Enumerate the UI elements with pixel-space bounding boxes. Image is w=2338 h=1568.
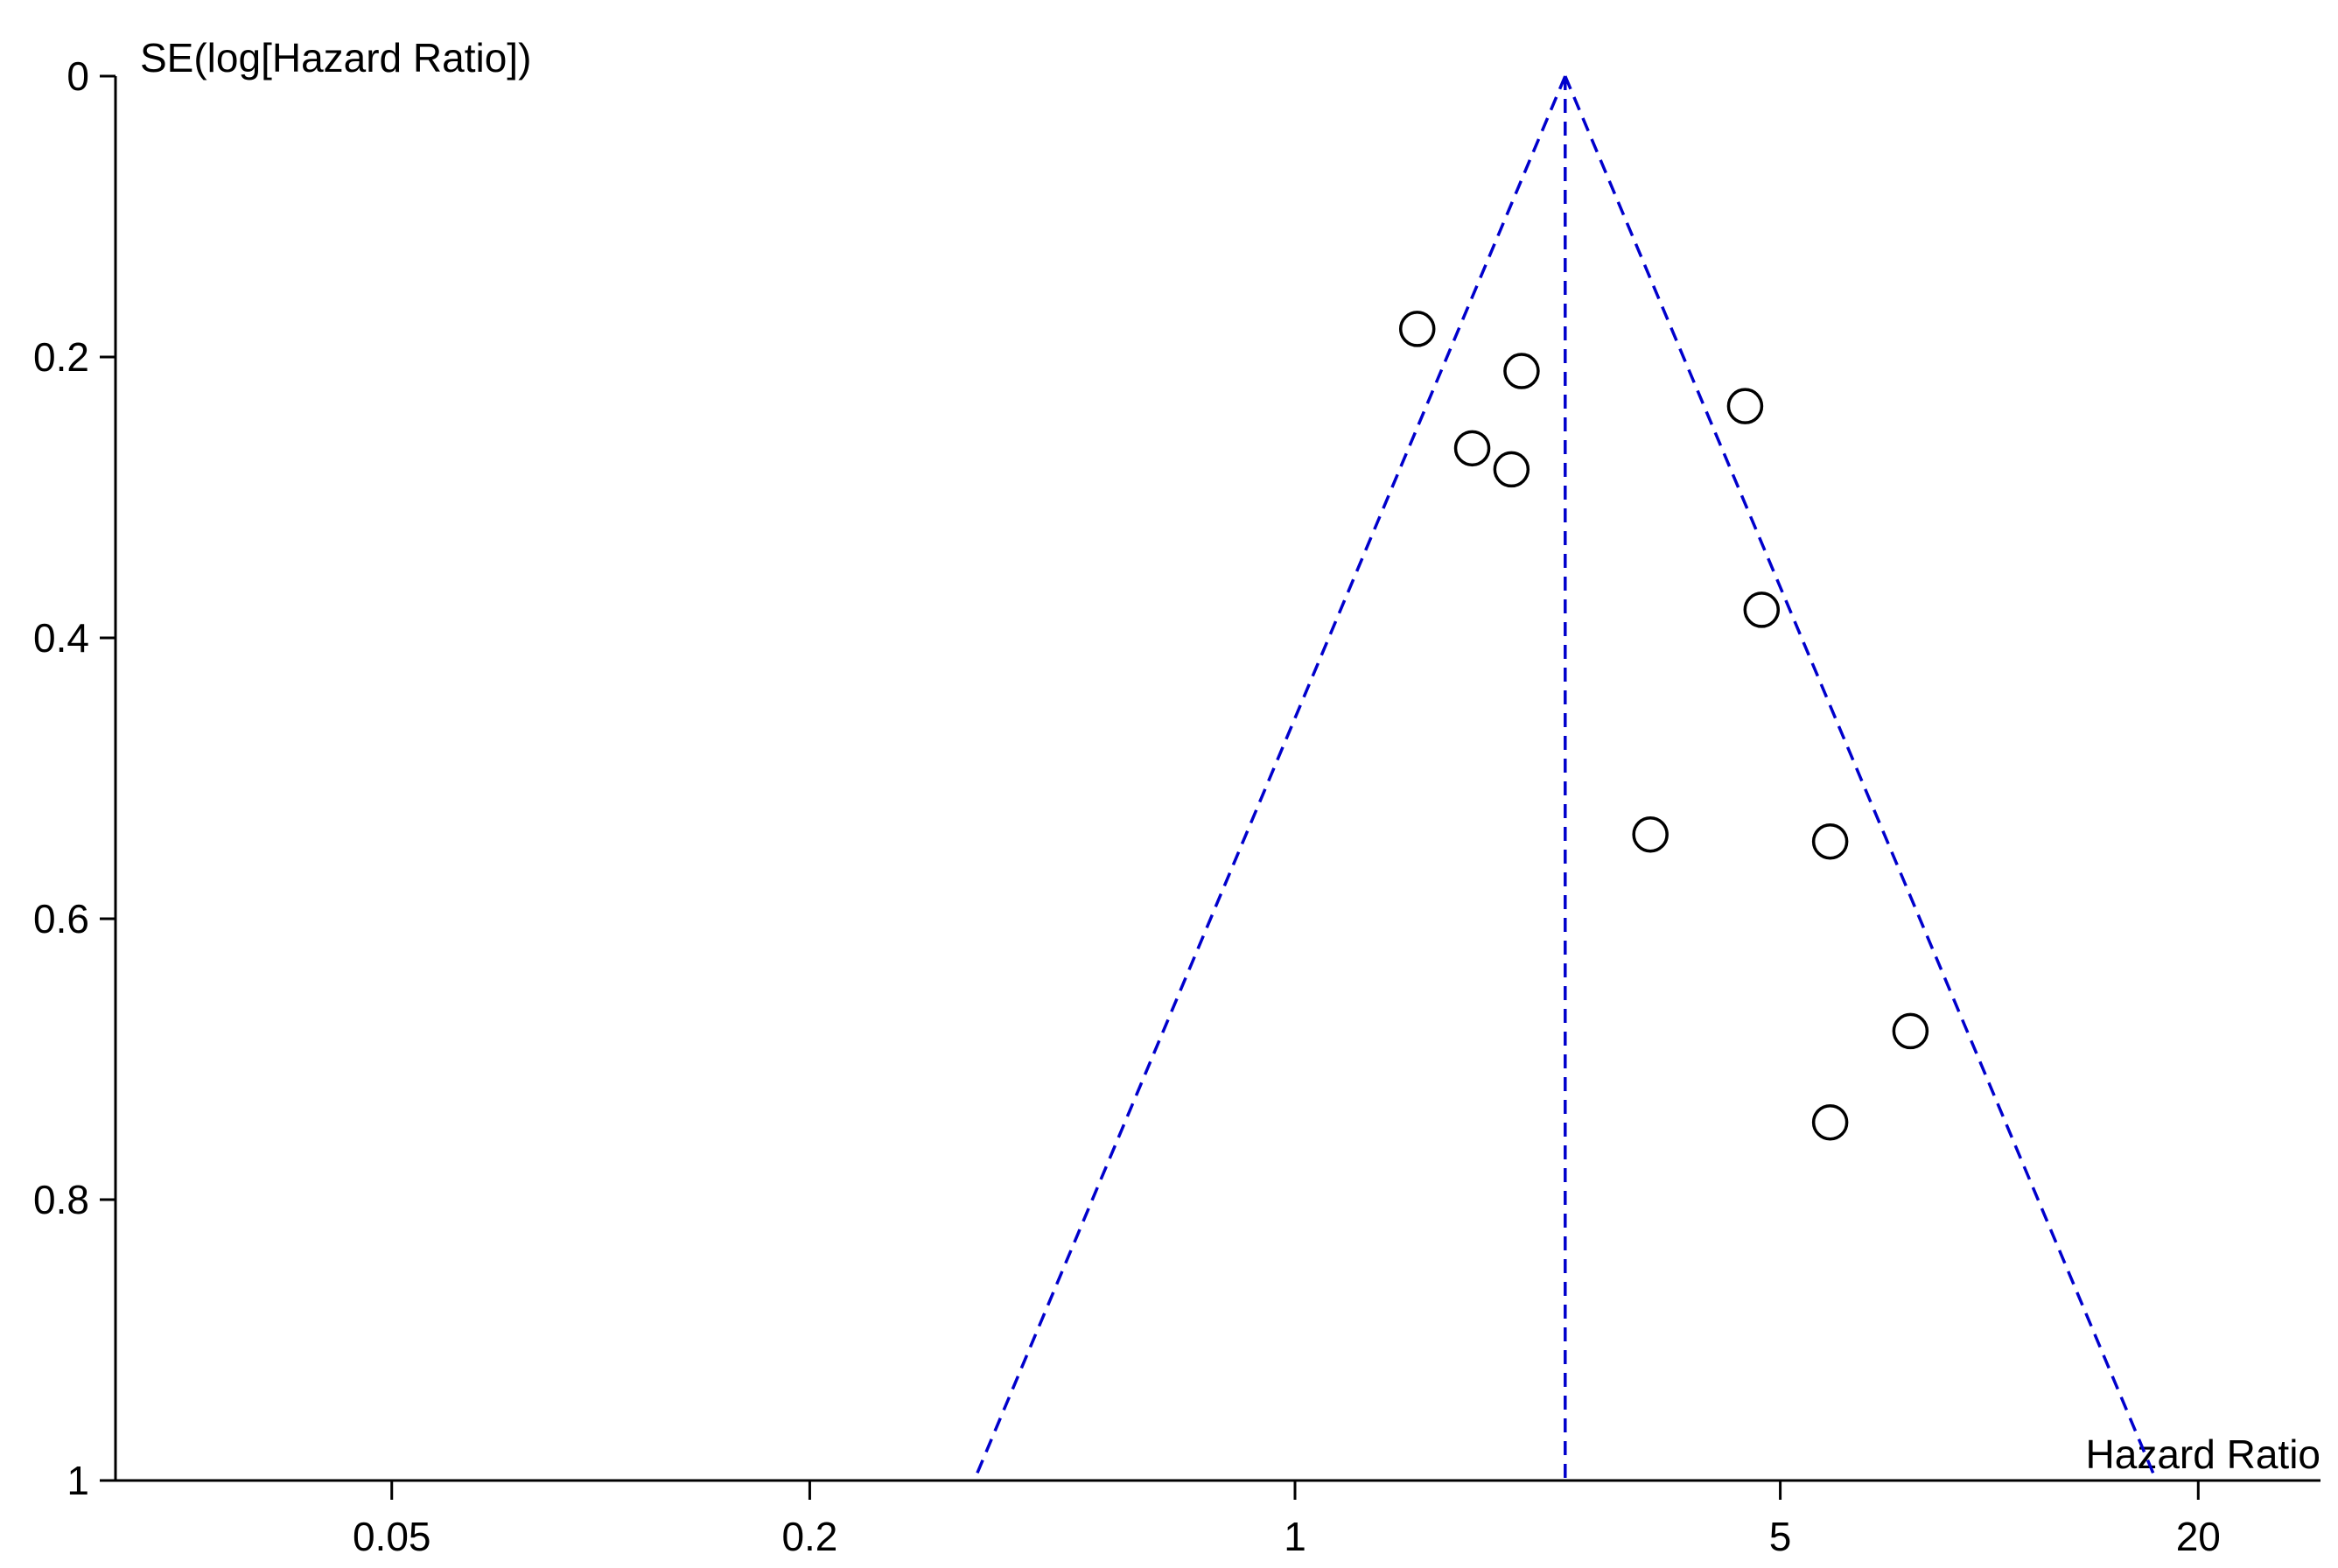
- x-tick-label: 1: [1284, 1514, 1306, 1559]
- x-tick-label: 20: [2176, 1514, 2221, 1559]
- x-axis-title: Hazard Ratio: [2086, 1432, 2320, 1477]
- x-tick-label: 0.2: [781, 1514, 837, 1559]
- y-tick-label: 1: [66, 1458, 89, 1503]
- y-axis-title: SE(log[Hazard Ratio]): [140, 35, 531, 80]
- study-point: [1503, 353, 1540, 389]
- y-tick-label: 0.4: [33, 615, 89, 661]
- study-point: [1726, 388, 1764, 424]
- y-tick-label: 0.6: [33, 896, 89, 942]
- x-tick-label: 5: [1769, 1514, 1792, 1559]
- study-point: [1493, 451, 1530, 488]
- funnel-left-limit: [972, 75, 1567, 1481]
- study-point: [1453, 430, 1491, 467]
- study-point: [1892, 1012, 1929, 1050]
- funnel-right-limit: [1564, 75, 2158, 1481]
- study-point: [1632, 816, 1669, 853]
- study-point: [1811, 1103, 1849, 1141]
- y-tick-label: 0.2: [33, 334, 89, 380]
- study-point: [1811, 822, 1849, 860]
- y-tick-label: 0.8: [33, 1177, 89, 1222]
- study-point: [1398, 311, 1436, 347]
- y-tick-label: 0: [66, 53, 89, 99]
- x-tick-label: 0.05: [353, 1514, 431, 1559]
- study-point: [1743, 592, 1781, 628]
